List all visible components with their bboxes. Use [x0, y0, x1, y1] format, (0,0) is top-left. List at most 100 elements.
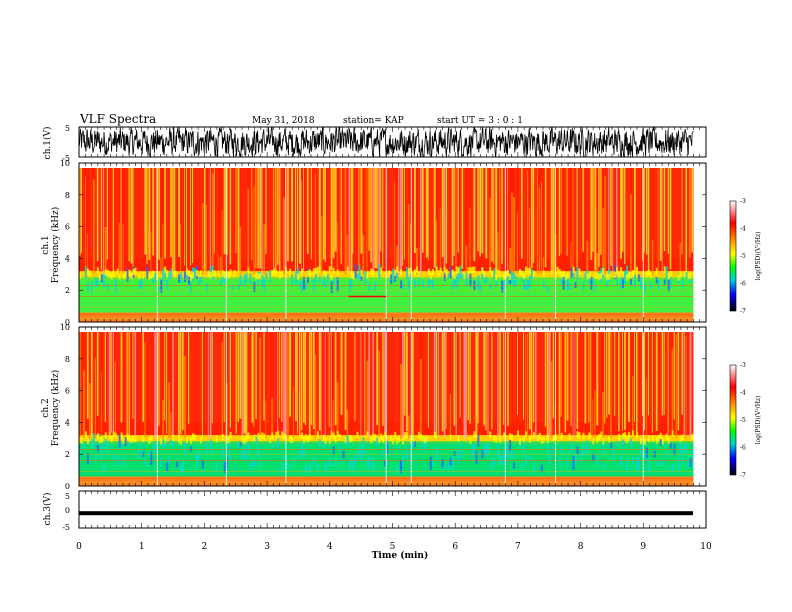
specB-streak-196 [467, 332, 469, 421]
specA-yfleck-276 [626, 274, 629, 281]
specA-streak-125 [326, 168, 328, 259]
time-tick-8: 8 [578, 542, 584, 552]
specB-streak-176 [427, 332, 429, 428]
specB-yfleck-123 [322, 434, 325, 442]
specA-streak-260 [594, 168, 597, 271]
specA-streak-301 [675, 168, 678, 259]
specB-yfleck-85 [247, 432, 250, 439]
specA-fleck-228 [530, 268, 533, 279]
specA-streak-56 [190, 168, 191, 266]
specB-yfleck-257 [588, 432, 591, 439]
specA-streak-83 [243, 168, 245, 259]
specB-streak-124 [324, 332, 326, 439]
cbticksB-2: -5 [740, 417, 746, 424]
specB-streak-111 [299, 332, 301, 438]
specA-yfleck-203 [481, 267, 484, 274]
specA-streak-146 [368, 168, 370, 251]
specA-yfleck-48 [174, 270, 177, 278]
specA-yfleck-214 [503, 273, 506, 280]
cbticksB-3: -6 [740, 445, 746, 452]
specA-yfleck-119 [314, 268, 317, 275]
specA-fleck-205 [485, 276, 488, 284]
specB-yfleck-75 [227, 436, 230, 443]
specA-fleck-227 [528, 275, 531, 288]
specB-yfleck-32 [142, 435, 145, 442]
specB-yfleck-212 [499, 436, 502, 443]
specB-yfleck-93 [263, 433, 266, 440]
specA-fleck-224 [523, 277, 525, 291]
specB-streak-194 [463, 332, 466, 439]
specA-yfleck-66 [209, 272, 212, 279]
specA-fleck-64 [205, 283, 208, 292]
specA-streak-210 [495, 168, 498, 272]
specB-streak-58 [193, 332, 196, 423]
specB-fleck-162 [400, 460, 403, 474]
specB-streak-82 [241, 332, 244, 439]
specB-streak-293 [659, 332, 662, 423]
specB-fleck-285 [643, 452, 646, 459]
specA-fleck-193 [461, 274, 464, 280]
specB-yfleck-221 [517, 430, 520, 437]
specA-streak-266 [606, 168, 608, 259]
specB-streak-276 [626, 332, 628, 423]
header-start-ut: start UT = 3 : 0 : 1 [437, 116, 523, 126]
specB-fleck-146 [368, 456, 371, 469]
specA-streak-63 [203, 168, 206, 272]
specB-streak-267 [608, 332, 610, 415]
ch3-waveform-frame [78, 490, 707, 529]
specB-yfleck-69 [215, 435, 218, 443]
specA-fleck-140 [356, 273, 359, 281]
specB-fleck-83 [243, 446, 246, 459]
ch2-colorbar-ramp [729, 364, 737, 476]
specA-yfleck-99 [275, 270, 278, 277]
specA-empty [693, 168, 696, 322]
specA-streak-132 [340, 168, 342, 265]
specA-yfleck-128 [332, 267, 335, 275]
specA-yfleck-298 [669, 270, 672, 278]
specB-fleck-87 [251, 457, 254, 466]
specB-streak-156 [388, 332, 390, 423]
ch3-waveform-panel: 5 0 -5 ch.3(V) [42, 490, 707, 532]
yticksB-label-8: 8 [65, 355, 70, 364]
specA-streak-91 [259, 168, 262, 269]
specB-fleck-278 [630, 438, 633, 447]
specB-fleck-114 [304, 465, 307, 473]
specB-streak-47 [172, 332, 174, 439]
specA-streak-95 [267, 168, 269, 259]
specB-streak-52 [182, 332, 184, 431]
specA-fleck-166 [408, 277, 411, 291]
specA-yfleck-36 [150, 272, 153, 279]
specB-streak-162 [400, 363, 402, 439]
specA-yfleck-207 [489, 267, 492, 274]
specB-fleck-84 [245, 455, 248, 462]
specA-streak-236 [546, 168, 549, 259]
specB-streak-190 [455, 332, 457, 439]
specA-yfleck-242 [558, 269, 561, 276]
specA-yfleck-286 [645, 270, 648, 278]
specA-streak-141 [358, 168, 360, 271]
specB-streak-84 [245, 332, 248, 438]
specA-streak-33 [144, 168, 147, 255]
specA-yfleck-234 [542, 270, 545, 277]
specB-yfleck-50 [178, 436, 181, 444]
specA-yfleck-15 [108, 271, 111, 278]
specB-fleck-135 [346, 434, 349, 447]
specA-streak-188 [451, 168, 454, 266]
specB-streak-42 [162, 399, 165, 439]
specA-streak-134 [344, 168, 347, 275]
specB-fleck-229 [532, 462, 535, 473]
specA-streak-127 [330, 168, 333, 271]
specB-streak-305 [683, 332, 685, 439]
specA-yfleck-194 [463, 272, 466, 279]
specB-streak-254 [582, 332, 584, 423]
specB-yfleck-275 [624, 432, 627, 439]
ch3-ylabel: ch.3(V) [42, 493, 53, 526]
specA-streak-122 [320, 216, 323, 275]
specB-empty [693, 332, 696, 486]
specB-yfleck-175 [425, 435, 428, 442]
specA-streak-168 [412, 168, 414, 259]
specA-fleck-162 [400, 280, 403, 289]
specB-streak-139 [354, 332, 356, 421]
specA-streak-162 [400, 168, 402, 275]
specA-streak-302 [677, 168, 680, 259]
